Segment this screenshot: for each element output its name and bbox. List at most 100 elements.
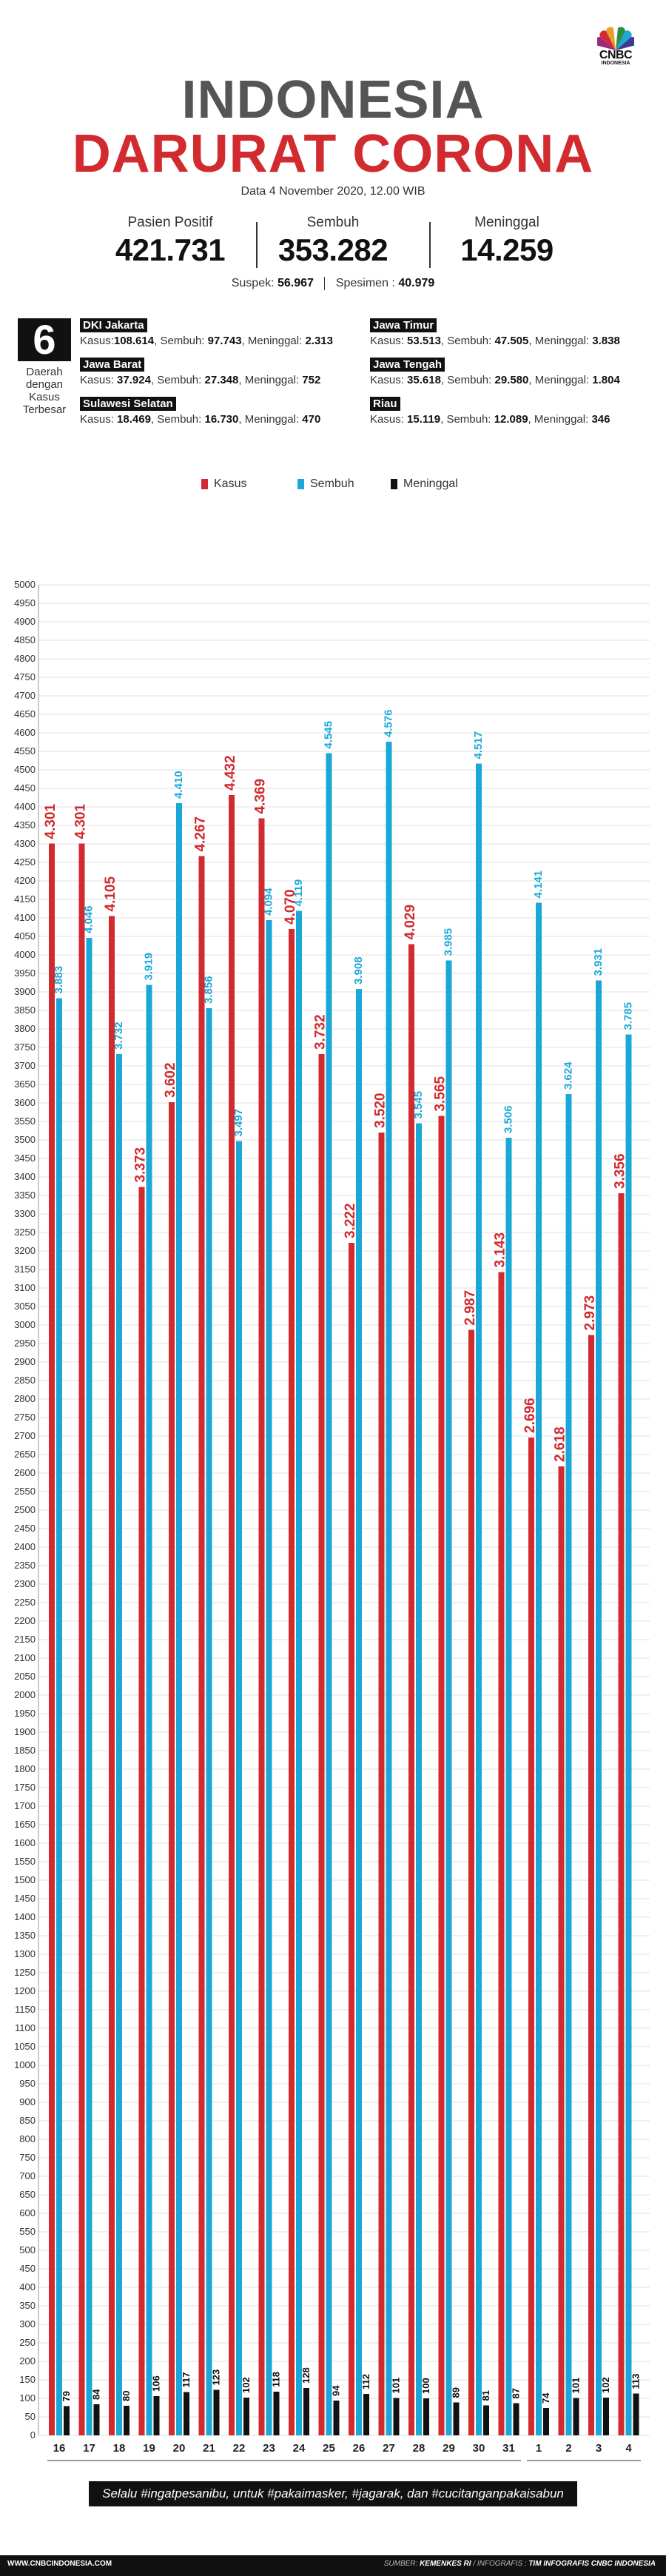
data-label-sembuh: 3.732 [112,1022,125,1050]
y-tick-label: 950 [19,2078,36,2089]
x-tick-label: 16 [53,2442,66,2455]
x-tick-label: 2 [565,2442,571,2455]
stat-label: Sembuh [306,215,360,230]
bar-sembuh [386,742,392,2435]
y-tick-label: 4200 [14,875,36,886]
stat-positif: Pasien Positif 421.731 [81,215,259,268]
data-label-meninggal: 81 [480,2390,491,2401]
y-tick-label: 3950 [14,967,36,979]
bar-kasus [378,1133,385,2435]
y-tick-label: 3000 [14,1319,36,1330]
y-tick-label: 3850 [14,1004,36,1016]
y-tick-label: 4950 [14,597,36,608]
y-tick-label: 1450 [14,1893,36,1904]
y-tick-label: 4300 [14,838,36,849]
y-tick-label: 900 [19,2096,36,2107]
region-stats: Kasus: 37.924, Sembuh: 27.348, Meninggal… [80,374,321,386]
bar-meninggal [393,2398,400,2435]
data-label-sembuh: 4.119 [292,879,305,907]
y-tick-label: 4050 [14,930,36,942]
y-tick-label: 3150 [14,1264,36,1275]
y-tick-label: 4000 [14,949,36,960]
y-tick-label: 800 [19,2133,36,2144]
y-tick-label: 1500 [14,1874,36,1885]
y-tick-label: 50 [25,2411,36,2422]
y-tick-label: 200 [19,2355,36,2367]
data-label-kasus: 2.696 [522,1398,538,1433]
y-tick-label: 1000 [14,2059,36,2070]
bar-sembuh [356,989,362,2435]
y-tick-label: 600 [19,2207,36,2218]
x-tick-label: 19 [143,2442,155,2455]
y-tick-label: 400 [19,2281,36,2292]
y-tick-label: 3600 [14,1097,36,1108]
region-item: Jawa Barat Kasus: 37.924, Sembuh: 27.348… [80,358,320,386]
data-label-meninggal: 74 [540,2392,551,2404]
y-tick-label: 1250 [14,1967,36,1978]
data-label-kasus: 4.301 [73,804,89,839]
bar-kasus [289,929,295,2435]
x-tick-label: 3 [596,2442,602,2455]
bar-meninggal [243,2398,249,2435]
region-count: 6 [18,318,71,361]
region-stats: Kasus: 35.618, Sembuh: 29.580, Meninggal… [370,374,620,386]
stat-value: 421.731 [115,232,226,267]
data-label-kasus: 3.732 [313,1014,329,1050]
bar-kasus [588,1335,594,2435]
y-tick-label: 1300 [14,1948,36,1959]
bar-meninggal [453,2402,460,2435]
bar-sembuh [326,753,332,2435]
y-tick-label: 4350 [14,819,36,831]
y-tick-label: 3900 [14,986,36,997]
title-line-2: DARURAT CORONA [72,124,594,184]
data-label-sembuh: 3.985 [443,928,455,956]
x-tick-label: 4 [625,2442,632,2455]
y-tick-label: 3500 [14,1134,36,1145]
y-tick-label: 3450 [14,1153,36,1164]
data-date: Data 4 November 2020, 12.00 WIB [240,185,426,198]
bar-kasus [408,944,414,2435]
y-tick-label: 2750 [14,1412,36,1423]
y-tick-label: 2600 [14,1467,36,1478]
bar-kasus [109,916,115,2435]
y-tick-label: 450 [19,2263,36,2274]
y-tick-label: 1650 [14,1819,36,1830]
y-tick-label: 650 [19,2189,36,2200]
region-name: Riau [370,397,400,411]
y-tick-label: 4100 [14,912,36,923]
legend-swatch [201,478,208,489]
y-tick-label: 1900 [14,1726,36,1737]
data-label-sembuh: 3.497 [232,1109,245,1137]
data-label-sembuh: 4.545 [323,721,335,749]
y-tick-label: 4550 [14,745,36,757]
data-label-kasus: 3.520 [373,1093,388,1128]
x-tick-label: 18 [113,2442,126,2455]
bar-kasus [138,1187,145,2435]
logo-text: CNBC [599,49,633,61]
data-label-sembuh: 3.931 [592,948,605,976]
data-label-meninggal: 89 [451,2387,462,2398]
legend-swatch [391,478,397,489]
stat-divider [429,222,431,268]
data-label-meninggal: 84 [91,2389,102,2400]
region-stats: Kasus: 15.119, Sembuh: 12.089, Meninggal… [370,413,610,426]
x-tick-label: 22 [233,2442,246,2455]
data-label-meninggal: 106 [151,2375,162,2392]
x-tick-label: 26 [353,2442,366,2455]
y-tick-label: 1800 [14,1763,36,1774]
y-tick-label: 4700 [14,690,36,701]
y-tick-label: 850 [19,2115,36,2126]
title-line-1: INDONESIA [181,70,485,130]
suspek-value: 56.967 [277,277,314,290]
data-label-kasus: 4.301 [43,804,58,839]
bar-meninggal [543,2408,549,2435]
region-stats: Kasus:108.614, Sembuh: 97.743, Meninggal… [80,335,333,347]
x-tick-label: 31 [502,2442,515,2455]
y-tick-label: 4600 [14,727,36,738]
website-link[interactable]: WWW.CNBCINDONESIA.COM [7,2560,112,2568]
y-tick-label: 500 [19,2244,36,2255]
y-tick-label: 2150 [14,1634,36,1645]
data-label-sembuh: 3.919 [143,953,155,981]
stat-divider [256,222,258,268]
y-tick-label: 2850 [14,1375,36,1386]
